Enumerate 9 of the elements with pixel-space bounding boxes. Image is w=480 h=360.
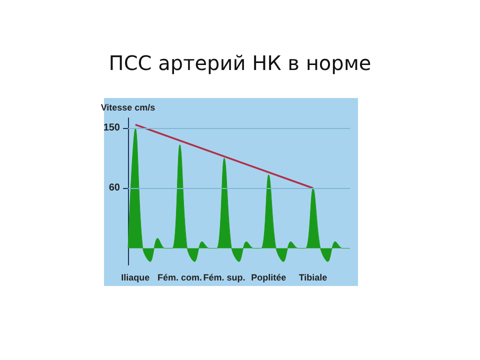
- x-tick-label: Fém. com.: [158, 272, 202, 282]
- chart-title: ПСС артерий НК в норме: [108, 51, 372, 75]
- x-tick-label: Tibiale: [298, 272, 328, 282]
- y-tick-label: 150: [103, 122, 120, 134]
- x-tick-label: Iliaque: [121, 272, 150, 282]
- x-tick-label: Fém. sup.: [203, 272, 246, 282]
- x-tick-label: Poplitée: [251, 272, 286, 282]
- y-axis-title: Vitesse cm/s: [100, 102, 156, 112]
- y-tick-label: 60: [108, 182, 120, 194]
